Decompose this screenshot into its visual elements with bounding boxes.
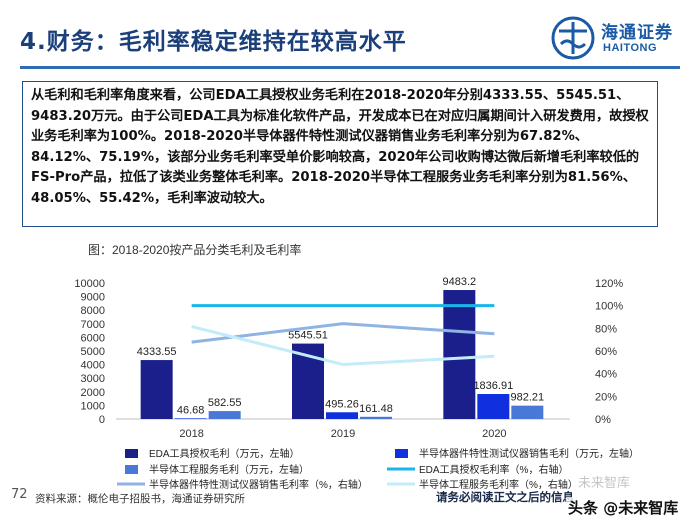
bar [360,416,392,419]
legend-swatch [125,465,138,474]
left-axis-tick-label: 7000 [81,319,105,331]
right-axis-tick-label: 20% [595,391,617,403]
left-axis-tick-label: 0 [99,414,105,426]
x-axis-category-label: 2019 [331,428,355,440]
legend-label: 半导体器件特性测试仪器销售毛利率（%，右轴） [149,478,368,491]
bar-data-label: 161.48 [359,403,393,415]
bar-data-label: 1836.91 [473,380,513,392]
bar-data-label: 982.21 [511,392,545,404]
left-axis-tick-label: 9000 [81,292,105,304]
summary-box: 从毛利和毛利率角度来看，公司EDA工具授权业务毛利在2018-2020年分别43… [22,81,658,227]
bar [174,418,207,419]
left-axis-tick-label: 10000 [74,278,105,290]
watermark-account: 头条 @未来智库 [566,497,681,518]
title-divider [20,66,680,69]
bar [477,394,510,419]
figure-caption: 图：2018-2020按产品分类毛利及毛利率 [88,243,302,257]
bar-data-label: 582.55 [208,397,242,409]
right-axis-tick-label: 60% [595,346,617,358]
legend-label: EDA工具授权毛利（万元，左轴） [149,447,300,460]
bar [443,290,476,419]
logo-text-cn: 海通证券 [601,23,673,43]
haitong-logo: 海通证券 HAITONG [551,10,681,62]
bar-data-label: 9483.2 [443,276,477,288]
legend-swatch [125,449,138,458]
legend-label: 半导体工程服务毛利率（%，右轴） [419,478,578,491]
left-axis-tick-label: 2000 [81,387,105,399]
bar-data-label: 495.26 [325,398,359,410]
bar [326,412,358,419]
right-axis-tick-label: 40% [595,369,617,381]
right-axis-tick-label: 80% [595,323,617,335]
left-axis-tick-label: 4000 [81,360,105,372]
bar [208,411,241,419]
bar-data-label: 5545.51 [288,330,328,342]
bar [511,405,544,419]
source-note: 资料来源：概伦电子招股书，海通证券研究所 [35,493,245,505]
legend-label: 半导体工程服务毛利（万元，左轴） [149,463,309,476]
left-axis-tick-label: 3000 [81,373,105,385]
legend-label: EDA工具授权毛利率（%，右轴） [419,463,568,476]
right-axis-tick-label: 100% [595,301,623,313]
legend-label: 半导体器件特性测试仪器销售毛利（万元，左轴） [419,447,639,460]
page-number: 72 [11,487,28,502]
left-axis-tick-label: 8000 [81,305,105,317]
legend-swatch [395,449,408,458]
series-line [191,322,495,344]
right-axis-tick-label: 120% [595,278,623,290]
summary-text: 从毛利和毛利率角度来看，公司EDA工具授权业务毛利在2018-2020年分别43… [31,88,649,206]
logo-text-en: HAITONG [603,42,658,54]
bar [140,360,173,419]
left-axis-tick-label: 6000 [81,332,105,344]
right-axis-tick-label: 0% [595,414,611,426]
bar-data-label: 46.68 [177,404,205,416]
series-line [191,325,495,367]
left-axis-tick-label: 1000 [81,400,105,412]
page-title: 4.财务：毛利率稳定维持在较高水平 [20,29,407,55]
x-axis-category-label: 2020 [482,428,506,440]
x-axis-category-label: 2018 [179,428,203,440]
bar-data-label: 4333.55 [137,346,177,358]
disclaimer: 请务必阅读正文之后的信息 [436,490,574,504]
watermark: 未来智库 [578,476,631,491]
left-axis-tick-label: 5000 [81,346,105,358]
logo-emblem-icon [551,16,595,60]
